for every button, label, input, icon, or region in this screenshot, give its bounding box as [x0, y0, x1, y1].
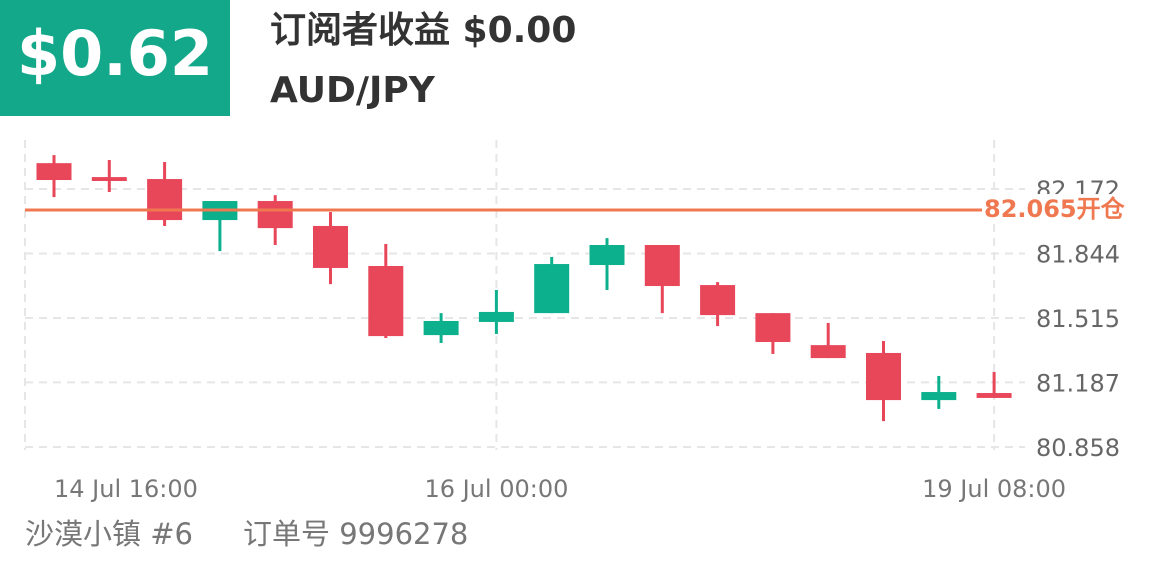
open-line-label: 82.065开仓: [984, 195, 1126, 223]
candle-body: [755, 313, 791, 342]
x-tick-label: 19 Jul 08:00: [922, 475, 1066, 503]
chart-title: AUD/JPY: [270, 70, 436, 111]
user-name: 沙漠小镇 #6: [25, 517, 193, 551]
candle-body: [36, 163, 72, 181]
candle-body: [368, 266, 404, 337]
profit-badge: [0, 0, 230, 116]
candle-body: [534, 264, 570, 314]
candle-body: [257, 201, 293, 229]
candle-body: [976, 393, 1012, 398]
x-tick-label: 14 Jul 16:00: [54, 475, 198, 503]
candle-body: [921, 392, 957, 401]
candle-body: [700, 285, 736, 316]
profit-value: $0.62: [17, 17, 213, 90]
candle-body: [91, 177, 127, 182]
y-tick-label: 81.844: [1036, 240, 1120, 268]
y-tick-label: 80.858: [1036, 434, 1120, 462]
candle-body: [423, 320, 459, 336]
candle-body: [313, 225, 348, 268]
subscriber-profit: 订阅者收益 $0.00: [270, 10, 576, 51]
candle-body: [810, 345, 846, 359]
order-number: 订单号 9996278: [243, 517, 468, 551]
y-tick-label: 81.187: [1036, 369, 1120, 397]
open-label-bg: [982, 194, 1132, 225]
candle-body: [478, 311, 514, 322]
y-tick-label: 81.515: [1036, 305, 1120, 333]
candle-body: [589, 245, 625, 266]
candle-body: [147, 179, 183, 221]
x-tick-label: 16 Jul 00:00: [424, 475, 568, 503]
candle-body: [644, 245, 680, 287]
candle-body: [866, 352, 901, 401]
